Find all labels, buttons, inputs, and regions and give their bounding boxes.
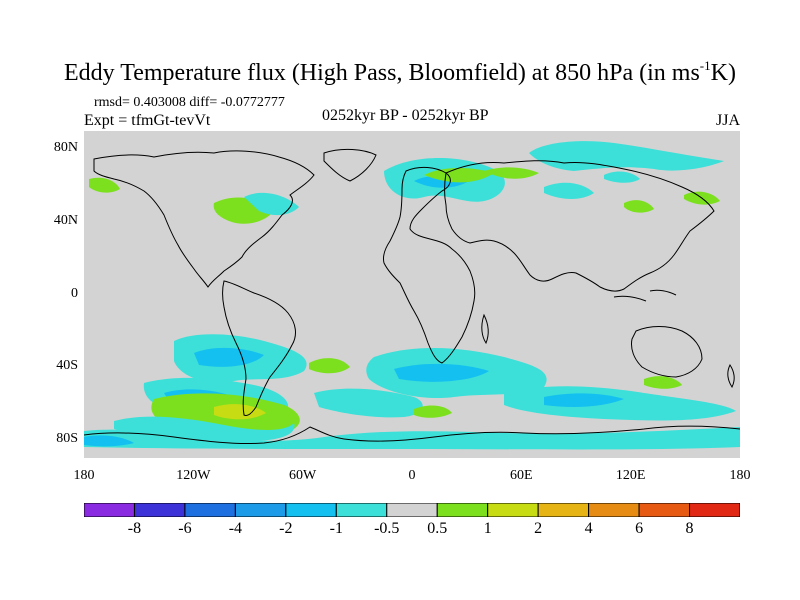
title-superscript: -1 xyxy=(699,58,711,73)
coastline-indonesia xyxy=(613,289,677,302)
period-label: 0252kyr BP - 0252kyr BP xyxy=(322,107,489,124)
longitude-tick-label: 60W xyxy=(289,468,317,483)
coastline-south-america xyxy=(222,280,296,416)
plot-title: Eddy Temperature flux (High Pass, Bloomf… xyxy=(0,58,800,87)
longitude-tick-label: 180 xyxy=(729,468,751,483)
colorbar-tick-label: 1 xyxy=(483,520,492,537)
colorbar-tick-label: -2 xyxy=(279,520,293,537)
latitude-tick-label: 40S xyxy=(56,358,78,374)
stats-line: rmsd= 0.403008 diff= -0.0772777 xyxy=(94,95,285,110)
coastline-australia xyxy=(631,326,703,378)
coastline-europe-africa xyxy=(383,166,476,364)
longitude-tick-label: 120W xyxy=(176,468,211,483)
coastline-new-zealand xyxy=(727,364,735,388)
coastline-north-america xyxy=(93,150,315,288)
colorbar-cell xyxy=(84,503,135,517)
coastline-madagascar xyxy=(481,313,489,345)
negative-anomaly-north-america xyxy=(244,192,299,216)
colorbar-cell xyxy=(335,503,388,517)
latitude-tick-label: 80S xyxy=(56,430,78,446)
colorbar-tick-label: -4 xyxy=(228,520,243,537)
colorbar-cell xyxy=(537,503,590,517)
colorbar-tick-label: 4 xyxy=(584,520,593,537)
colorbar-tick-label: -1 xyxy=(329,520,343,537)
colorbar-cells xyxy=(84,503,740,517)
negative-anomaly-southern-indian-core xyxy=(544,393,624,407)
latitude-tick-label: 40N xyxy=(53,212,78,228)
colorbar-cell xyxy=(436,503,489,517)
colorbar-cell xyxy=(285,503,337,517)
colorbar xyxy=(84,503,740,517)
longitude-tick-label: 180 xyxy=(73,468,95,483)
colorbar-tick-label: 0.5 xyxy=(427,520,448,537)
colorbar-tick-label: 2 xyxy=(534,520,543,537)
colorbar-cell xyxy=(133,503,186,517)
colorbar-tick-label: 6 xyxy=(635,520,644,537)
longitude-tick-label: 120E xyxy=(615,468,646,483)
negative-anomaly-pacific-east xyxy=(604,171,640,183)
latitude-tick-label: 0 xyxy=(71,285,78,301)
positive-anomaly-siberia xyxy=(484,167,539,179)
title-suffix: K) xyxy=(710,60,736,86)
colorbar-cell xyxy=(487,503,539,517)
positive-anomaly-southern-indian xyxy=(414,405,452,418)
negative-anomaly-arctic-eurasia xyxy=(529,141,724,171)
colorbar-cell xyxy=(638,503,691,517)
longitude-tick-label: 0 xyxy=(408,468,416,483)
colorbar-cell xyxy=(184,503,236,517)
world-map xyxy=(84,131,740,458)
colorbar-cell xyxy=(588,503,640,517)
positive-anomaly-alaska xyxy=(89,177,120,193)
positive-anomaly-australia-south xyxy=(644,376,682,389)
colorbar-cell xyxy=(234,503,287,517)
positive-anomaly-south-pacific-strong xyxy=(214,404,266,420)
negative-anomaly-antarctic-west xyxy=(84,435,134,447)
coastline-antarctica xyxy=(84,425,740,445)
colorbar-cell xyxy=(689,503,740,517)
coastline-asia xyxy=(444,160,715,292)
positive-anomaly-south-atlantic xyxy=(309,358,350,374)
positive-anomaly-eurasia xyxy=(424,168,494,183)
negative-anomaly-southern-ocean-atlantic xyxy=(314,388,423,418)
experiment-label: Expt = tfmGt-tevVt xyxy=(84,112,211,129)
title-main: Eddy Temperature flux (High Pass, Bloomf… xyxy=(64,60,700,86)
season-label: JJA xyxy=(715,112,740,129)
colorbar-cell xyxy=(386,503,438,517)
positive-anomaly-north-pacific xyxy=(624,200,654,213)
longitude-tick-label: 60E xyxy=(510,468,533,483)
colorbar-tick-label: -8 xyxy=(127,520,142,537)
coastline-greenland xyxy=(323,148,377,182)
latitude-tick-label: 80N xyxy=(53,140,78,156)
colorbar-tick-label: -6 xyxy=(178,520,192,537)
coastlines xyxy=(84,148,740,445)
colorbar-tick-label: -0.5 xyxy=(374,520,400,537)
negative-anomaly-north-pacific xyxy=(544,182,594,199)
colorbar-tick-label: 8 xyxy=(685,520,694,537)
negative-anomaly-south-atlantic-core xyxy=(394,363,489,382)
negative-anomaly-south-pacific-core xyxy=(194,347,264,367)
